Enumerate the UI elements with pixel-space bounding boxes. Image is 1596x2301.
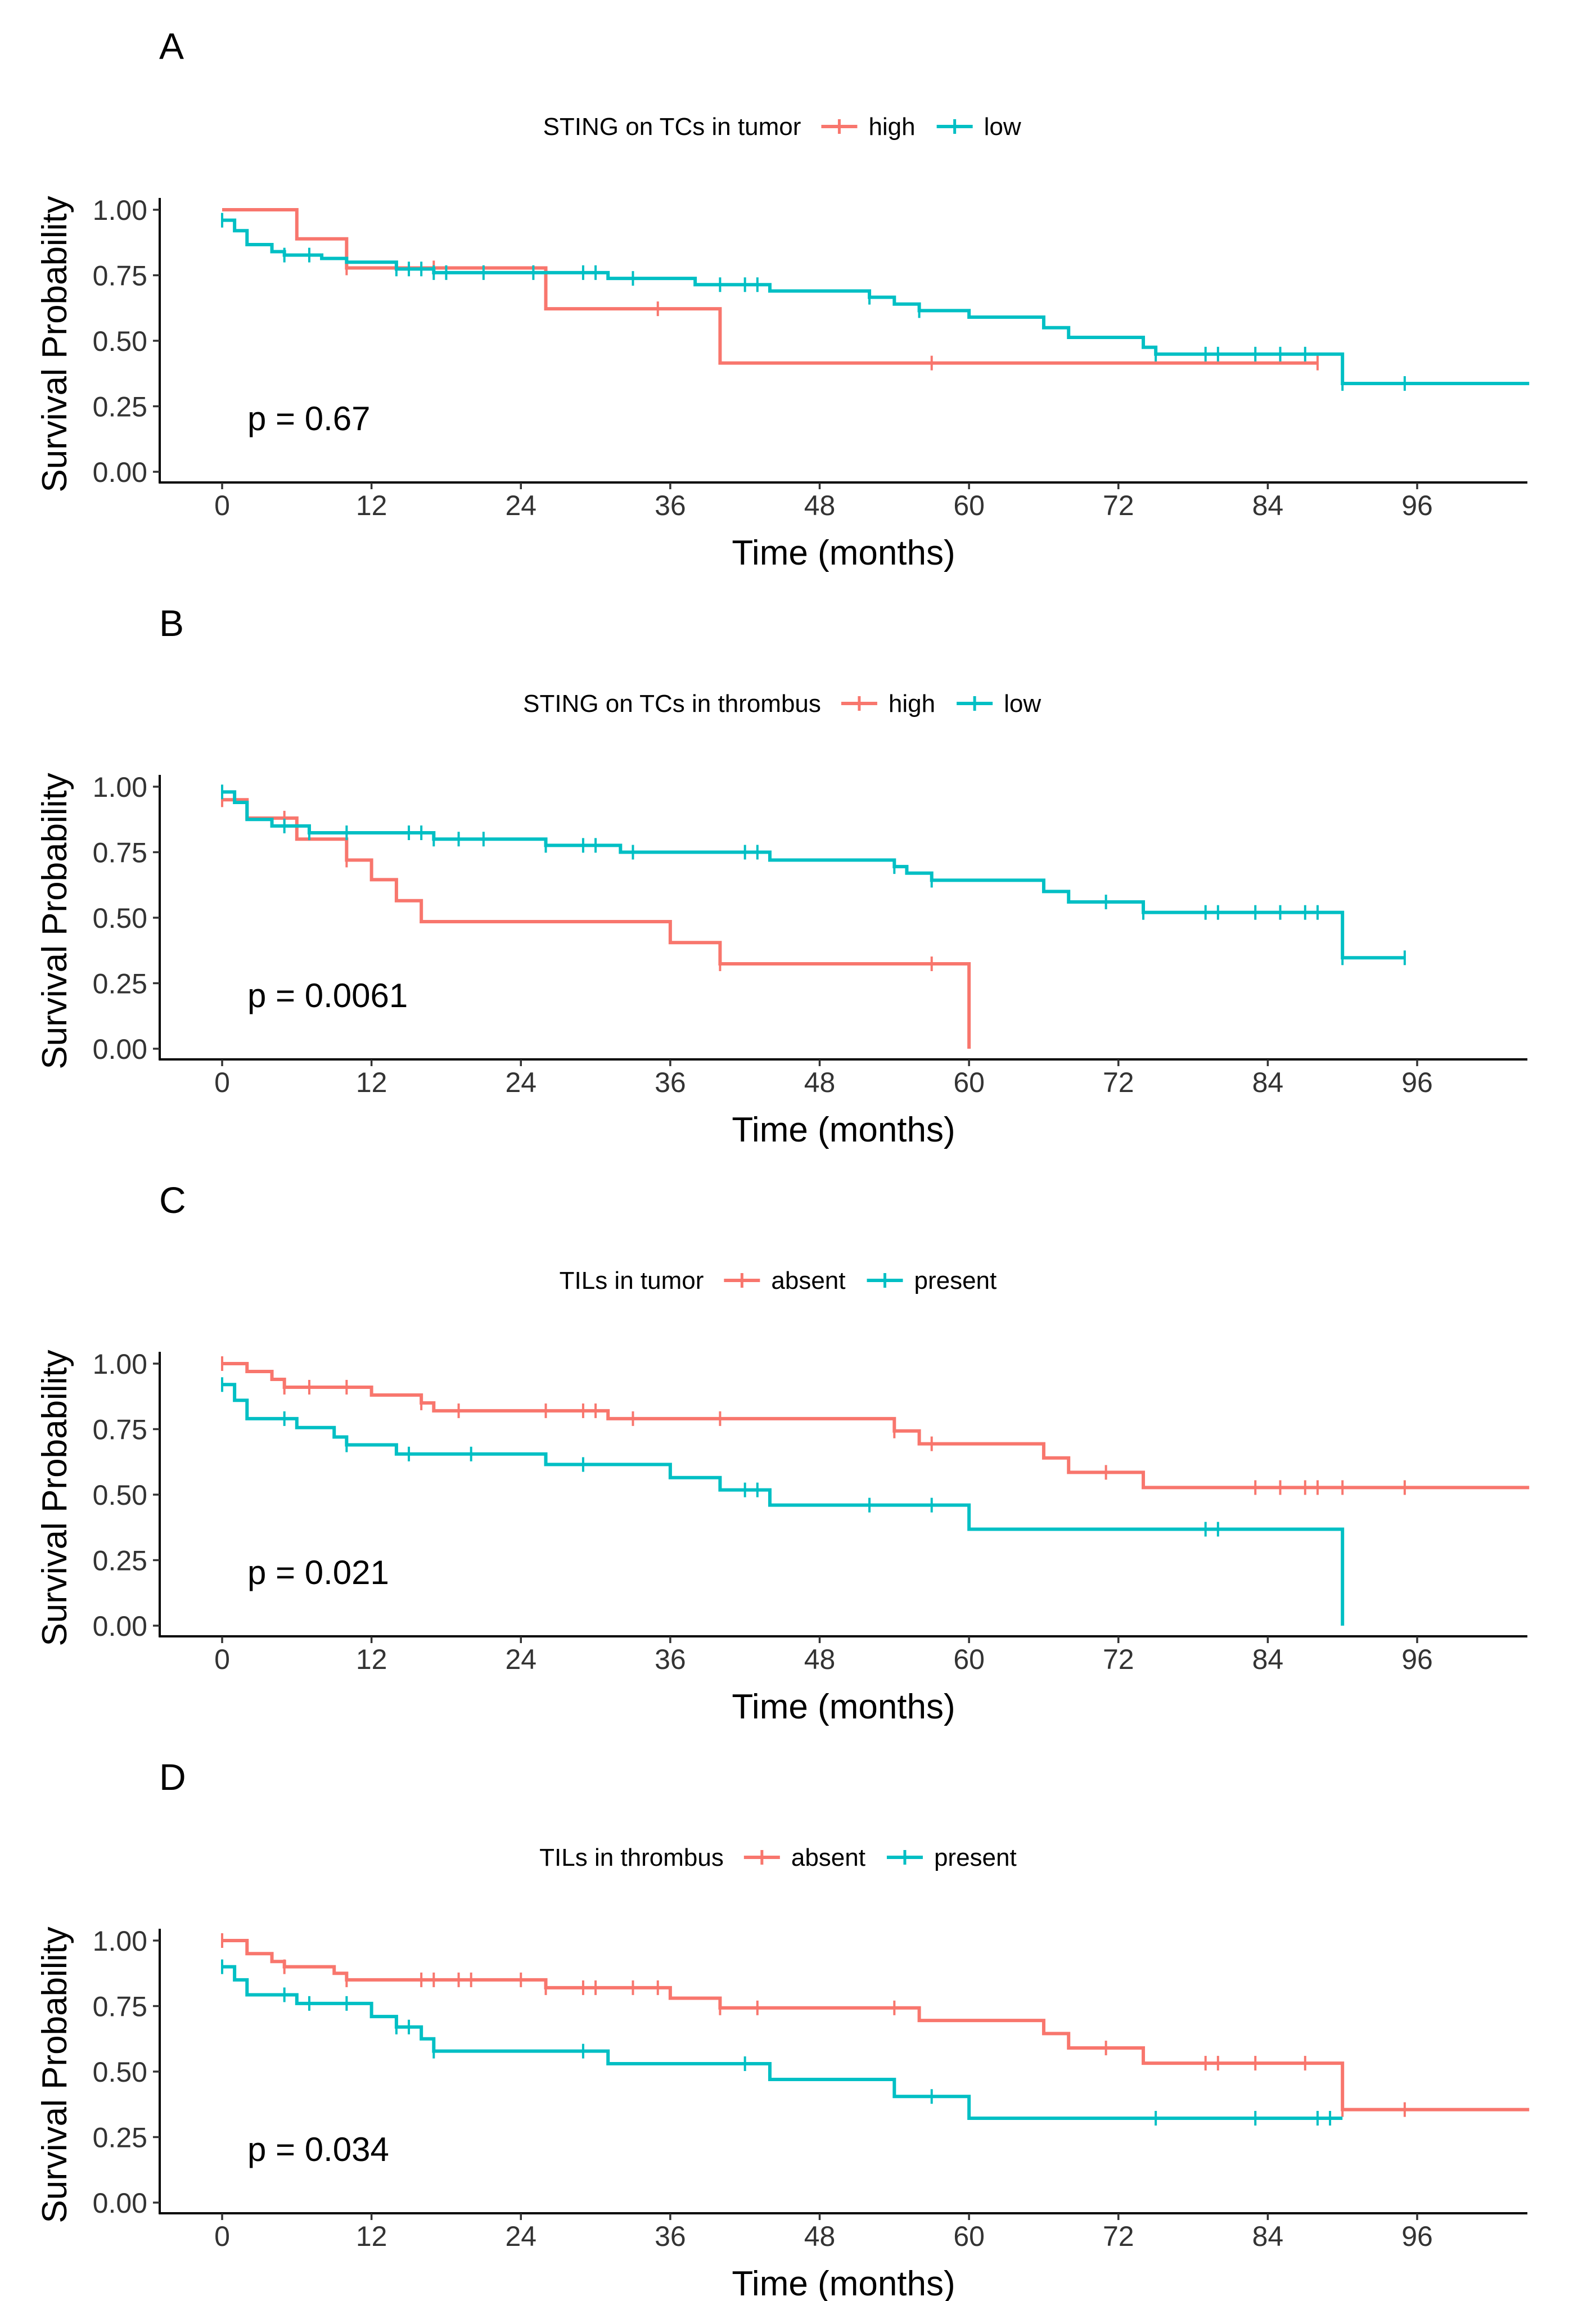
x-tick-label: 72 xyxy=(1103,1067,1134,1098)
legend-label-present: present xyxy=(914,1267,997,1294)
legend-title: STING on TCs in thrombus xyxy=(523,690,821,718)
p-value: p = 0.034 xyxy=(247,2131,389,2168)
x-tick-label: 24 xyxy=(505,490,536,521)
panel-letter: A xyxy=(159,25,184,67)
y-tick-label: 0.75 xyxy=(93,1414,147,1446)
x-tick-label: 24 xyxy=(505,2221,536,2252)
x-tick-label: 36 xyxy=(655,490,686,521)
x-tick-label: 72 xyxy=(1103,490,1134,521)
x-tick-label: 96 xyxy=(1401,2221,1433,2252)
y-tick-label: 0.00 xyxy=(93,1610,147,1642)
y-tick-label: 0.75 xyxy=(93,260,147,292)
x-tick-label: 96 xyxy=(1401,490,1433,521)
panel-d: D TILs in thrombus absent present 0.00 0.25 0.… xyxy=(35,1756,1530,2301)
y-tick-label: 0.75 xyxy=(93,1991,147,2023)
y-tick-label: 0.00 xyxy=(93,457,147,488)
x-tick-label: 24 xyxy=(505,1067,536,1098)
x-tick-label: 0 xyxy=(214,490,230,521)
y-axis-title: Survival Probability xyxy=(35,1926,74,2223)
x-tick-label: 84 xyxy=(1252,1644,1284,1675)
km-curve-present xyxy=(222,1965,1343,2120)
x-tick-label: 84 xyxy=(1252,490,1284,521)
y-tick-label: 0.50 xyxy=(93,903,147,934)
y-axis-title: Survival Probability xyxy=(35,1350,74,1646)
x-tick-label: 24 xyxy=(505,1644,536,1675)
x-tick-label: 48 xyxy=(804,2221,836,2252)
legend-title: TILs in thrombus xyxy=(539,1844,724,1871)
x-tick-label: 84 xyxy=(1252,1067,1284,1098)
km-curve-high xyxy=(222,798,971,1049)
x-tick-label: 12 xyxy=(356,1067,387,1098)
x-axis-title: Time (months) xyxy=(732,1688,955,1726)
legend-label-high: high xyxy=(868,113,915,141)
legend-label-absent: absent xyxy=(771,1267,845,1294)
km-curve-low xyxy=(222,790,1405,960)
km-curve-low xyxy=(222,218,1530,385)
p-value: p = 0.67 xyxy=(247,400,371,437)
x-tick-label: 12 xyxy=(356,2221,387,2252)
panel-letter: C xyxy=(159,1179,186,1221)
x-tick-label: 48 xyxy=(804,1067,836,1098)
y-tick-label: 1.00 xyxy=(93,195,147,226)
x-tick-label: 12 xyxy=(356,490,387,521)
y-tick-label: 0.50 xyxy=(93,326,147,357)
y-tick-label: 0.25 xyxy=(93,968,147,1000)
x-tick-label: 96 xyxy=(1401,1644,1433,1675)
y-tick-label: 0.25 xyxy=(93,391,147,423)
x-tick-label: 36 xyxy=(655,2221,686,2252)
panel-letter: D xyxy=(159,1756,186,1798)
legend-title: STING on TCs in tumor xyxy=(543,113,801,141)
legend-title: TILs in tumor xyxy=(560,1267,704,1294)
x-tick-label: 12 xyxy=(356,1644,387,1675)
y-tick-label: 1.00 xyxy=(93,1348,147,1380)
panel-c: C TILs in tumor absent present 0.00 0.25 0.50 0… xyxy=(35,1179,1530,1726)
y-axis-title: Survival Probability xyxy=(35,773,74,1069)
p-value: p = 0.021 xyxy=(247,1554,389,1591)
km-curve-absent xyxy=(222,1939,1530,2111)
panel-b: B STING on TCs in thrombus high low 0.00 0.25… xyxy=(35,602,1527,1149)
x-tick-label: 60 xyxy=(953,1067,985,1098)
x-axis-title: Time (months) xyxy=(732,2264,955,2301)
y-tick-label: 0.50 xyxy=(93,2056,147,2088)
x-tick-label: 72 xyxy=(1103,1644,1134,1675)
x-tick-label: 96 xyxy=(1401,1067,1433,1098)
y-tick-label: 0.00 xyxy=(93,1034,147,1065)
panel-a: A STING on TCs in tumor high low 0.00 0.25 0.5… xyxy=(35,25,1530,572)
y-tick-label: 1.00 xyxy=(93,771,147,803)
x-tick-label: 0 xyxy=(214,2221,230,2252)
panel-letter: B xyxy=(159,602,184,644)
x-axis-title: Time (months) xyxy=(732,534,955,572)
legend-label-low: low xyxy=(984,113,1021,141)
x-tick-label: 84 xyxy=(1252,2221,1284,2252)
x-axis-title: Time (months) xyxy=(732,1111,955,1149)
x-tick-label: 48 xyxy=(804,490,836,521)
x-tick-label: 72 xyxy=(1103,2221,1134,2252)
y-tick-label: 1.00 xyxy=(93,1925,147,1957)
y-tick-label: 0.00 xyxy=(93,2187,147,2219)
x-tick-label: 48 xyxy=(804,1644,836,1675)
x-tick-label: 0 xyxy=(214,1644,230,1675)
legend-label-absent: absent xyxy=(791,1844,865,1871)
y-axis-title: Survival Probability xyxy=(35,196,74,492)
legend-label-present: present xyxy=(934,1844,1017,1871)
legend-label-high: high xyxy=(889,690,935,718)
y-tick-label: 0.50 xyxy=(93,1479,147,1511)
x-tick-label: 36 xyxy=(655,1067,686,1098)
km-curve-present xyxy=(222,1383,1345,1626)
x-tick-label: 60 xyxy=(953,2221,985,2252)
x-tick-label: 36 xyxy=(655,1644,686,1675)
y-tick-label: 0.25 xyxy=(93,2122,147,2154)
km-curve-absent xyxy=(222,1362,1530,1490)
legend-label-low: low xyxy=(1004,690,1041,718)
x-tick-label: 0 xyxy=(214,1067,230,1098)
y-tick-label: 0.25 xyxy=(93,1545,147,1577)
y-tick-label: 0.75 xyxy=(93,837,147,869)
x-tick-label: 60 xyxy=(953,490,985,521)
p-value: p = 0.0061 xyxy=(247,977,408,1014)
x-tick-label: 60 xyxy=(953,1644,985,1675)
